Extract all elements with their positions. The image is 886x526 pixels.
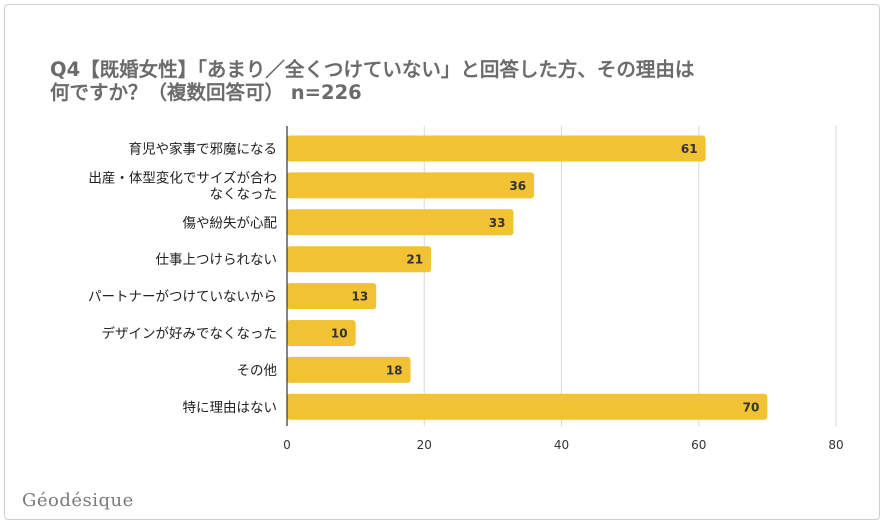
bar-6: [287, 320, 356, 346]
value-label-8: 70: [743, 400, 760, 414]
value-label-3: 33: [489, 216, 506, 230]
bar-8: [287, 393, 768, 420]
x-tick-label-0: 0: [283, 438, 291, 452]
value-label-6: 10: [331, 327, 348, 341]
x-tick-label-60: 60: [691, 438, 706, 452]
x-tick-label-80: 80: [828, 438, 843, 452]
category-label-5: パートナーがつけていないから: [88, 289, 277, 305]
category-label-6: デザインが好みでなくなった: [102, 325, 278, 342]
x-tick-label-40: 40: [554, 438, 569, 452]
x-tick-label-20: 20: [417, 438, 432, 452]
category-label-2-line-2: なくなった: [210, 186, 278, 202]
bar-5: [287, 283, 377, 310]
bar-1: [287, 135, 706, 162]
value-label-2: 36: [509, 179, 526, 193]
category-label-8: 特に理由はない: [183, 400, 278, 416]
value-label-5: 13: [352, 290, 369, 304]
bar-7: [287, 356, 411, 383]
bar-3: [287, 209, 514, 236]
value-label-4: 21: [406, 253, 423, 267]
category-label-2-line-1: 出産・体型変化でサイズが合わ: [88, 169, 277, 186]
category-label-1: 育児や家事で邪魔になる: [129, 141, 278, 158]
category-label-4: 仕事上つけられない: [156, 252, 278, 268]
category-label-7: その他: [237, 363, 278, 379]
bar-2: [287, 172, 535, 199]
chart-title-line-2: 何ですか？（複数回答可） n=226: [50, 81, 362, 104]
value-label-1: 61: [681, 142, 698, 156]
chart-title-line-1: Q4【既婚女性】「あまり／全くつけていない」と回答した方、その理由は: [50, 58, 695, 81]
chart-title: Q4【既婚女性】「あまり／全くつけていない」と回答した方、その理由は 何ですか？…: [50, 58, 850, 104]
brand-logo-text: Géodésique: [22, 490, 134, 511]
value-label-7: 18: [386, 363, 403, 377]
category-label-3: 傷や紛失が心配: [183, 215, 278, 231]
chart-frame: [4, 4, 880, 520]
bar-4: [287, 246, 432, 273]
